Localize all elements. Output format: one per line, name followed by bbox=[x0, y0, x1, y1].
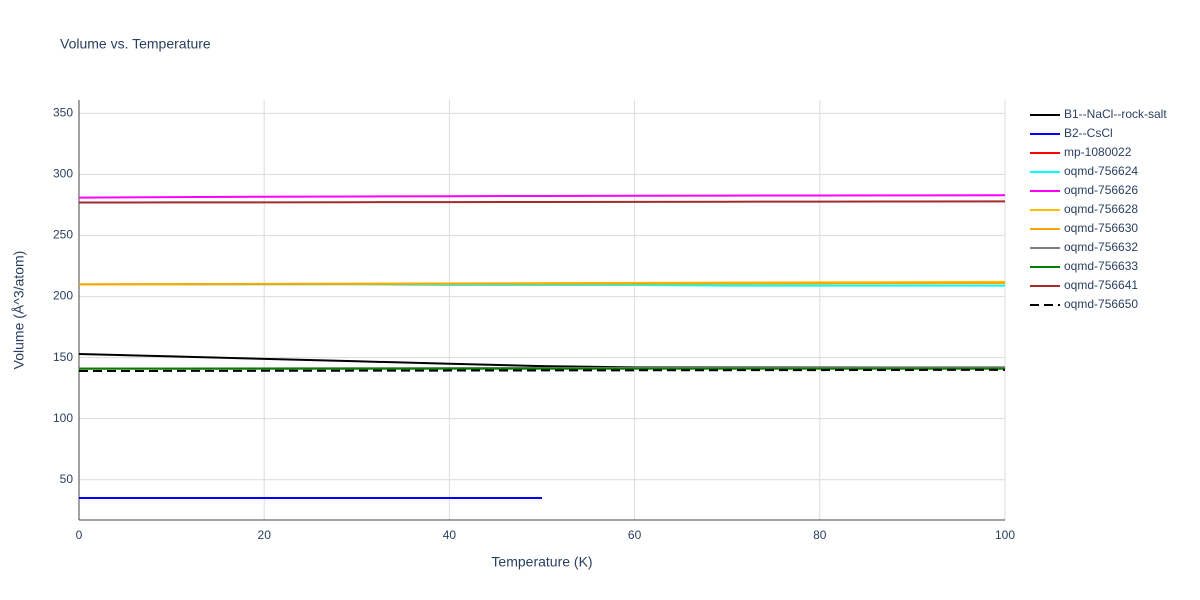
legend-label: oqmd-756633 bbox=[1064, 259, 1138, 273]
series-line bbox=[78, 194, 1006, 199]
x-tick-label: 40 bbox=[443, 528, 457, 542]
series-line bbox=[78, 352, 1005, 369]
x-tick-label: 80 bbox=[813, 528, 827, 542]
y-tick-label: 50 bbox=[60, 472, 74, 486]
y-tick-label: 350 bbox=[53, 106, 73, 120]
x-axis-title: Temperature (K) bbox=[491, 554, 592, 570]
x-tick-label: 100 bbox=[995, 528, 1015, 542]
series-line bbox=[78, 200, 1006, 204]
series-line bbox=[78, 368, 1006, 373]
chart-title: Volume vs. Temperature bbox=[60, 36, 211, 52]
y-tick-label: 100 bbox=[53, 411, 73, 425]
legend-label: oqmd-756628 bbox=[1064, 202, 1138, 216]
series-line bbox=[78, 282, 1006, 286]
y-tick-label: 250 bbox=[53, 228, 73, 242]
legend-label: oqmd-756641 bbox=[1064, 278, 1138, 292]
legend-label: oqmd-756632 bbox=[1064, 240, 1138, 254]
legend-label: oqmd-756650 bbox=[1064, 297, 1138, 311]
legend-label: oqmd-756626 bbox=[1064, 183, 1138, 197]
x-tick-label: 60 bbox=[628, 528, 642, 542]
legend-label: mp-1080022 bbox=[1064, 145, 1132, 159]
y-tick-label: 150 bbox=[53, 350, 73, 364]
y-tick-label: 200 bbox=[53, 289, 73, 303]
legend-label: oqmd-756630 bbox=[1064, 221, 1138, 235]
x-tick-label: 20 bbox=[258, 528, 272, 542]
x-tick-label: 0 bbox=[76, 528, 83, 542]
y-axis-title: Volume (Å^3/atom) bbox=[11, 251, 27, 370]
legend-label: B1--NaCl--rock-salt bbox=[1064, 107, 1167, 121]
legend-label: oqmd-756624 bbox=[1064, 164, 1138, 178]
y-tick-label: 300 bbox=[53, 167, 73, 181]
legend-label: B2--CsCl bbox=[1064, 126, 1113, 140]
